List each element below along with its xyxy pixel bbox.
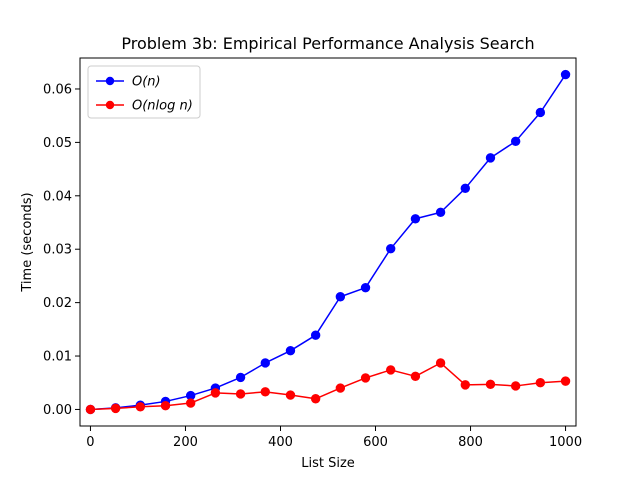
- data-point: [260, 358, 270, 368]
- data-point: [460, 380, 471, 390]
- y-tick-label: 0.00: [43, 403, 72, 418]
- legend-label: O(nlog n): [132, 99, 193, 114]
- data-point: [435, 207, 446, 218]
- y-tick-label: 0.03: [43, 243, 72, 258]
- data-point: [386, 365, 396, 375]
- data-point: [185, 398, 196, 408]
- y-tick-label: 0.05: [43, 136, 72, 151]
- legend-marker: [105, 100, 115, 110]
- data-point: [110, 403, 121, 414]
- x-tick-label: 1000: [549, 435, 582, 450]
- axes-frame: [79, 57, 577, 427]
- data-point: [560, 69, 571, 80]
- x-tick-label: 400: [268, 435, 293, 450]
- x-tick-label: 0: [86, 435, 94, 450]
- data-point: [210, 388, 221, 398]
- data-point: [335, 383, 346, 393]
- legend-item: O(nlog n): [96, 99, 193, 114]
- data-point: [535, 378, 546, 388]
- data-point: [386, 243, 396, 254]
- legend-item: O(n): [96, 75, 161, 90]
- data-point: [485, 153, 496, 163]
- data-point: [260, 387, 270, 397]
- data-point: [135, 402, 146, 412]
- x-tick-label: 600: [363, 435, 388, 450]
- data-point: [410, 371, 421, 382]
- data-point: [535, 107, 546, 118]
- data-point: [285, 345, 296, 356]
- y-tick-label: 0.04: [43, 189, 72, 204]
- data-point: [335, 292, 346, 302]
- y-tick-label: 0.06: [43, 82, 72, 97]
- data-point: [410, 214, 421, 224]
- data-point: [360, 282, 371, 293]
- x-axis-label: List Size: [301, 456, 355, 471]
- plot-area: [80, 58, 576, 426]
- data-point: [310, 330, 321, 340]
- data-point: [485, 379, 496, 390]
- data-point: [460, 183, 471, 194]
- data-point: [360, 373, 371, 383]
- data-point: [510, 136, 521, 147]
- y-axis-label: Time (seconds): [20, 192, 35, 292]
- series-layer: [85, 69, 571, 415]
- data-point: [85, 404, 96, 415]
- data-point: [235, 389, 246, 399]
- data-point: [285, 390, 296, 400]
- chart-title: Problem 3b: Empirical Performance Analys…: [121, 34, 534, 53]
- y-tick-label: 0.02: [43, 296, 72, 311]
- legend-marker: [105, 76, 115, 86]
- series-1: [85, 358, 571, 415]
- legend-label: O(n): [132, 75, 161, 90]
- data-point: [160, 401, 171, 411]
- x-tick-label: 200: [173, 435, 198, 450]
- data-point: [560, 376, 571, 386]
- y-tick-label: 0.01: [43, 350, 72, 365]
- legend: O(n) O(nlog n): [87, 65, 201, 119]
- data-point: [510, 381, 521, 391]
- data-point: [235, 372, 246, 383]
- x-tick-label: 800: [458, 435, 483, 450]
- data-point: [435, 358, 446, 368]
- axes-layer: 0 200 400 600 800 1000 0.00 0.01 0.02 0.03 0.04 0.0…: [43, 57, 582, 450]
- plot-background: [80, 58, 576, 426]
- data-point: [310, 394, 321, 404]
